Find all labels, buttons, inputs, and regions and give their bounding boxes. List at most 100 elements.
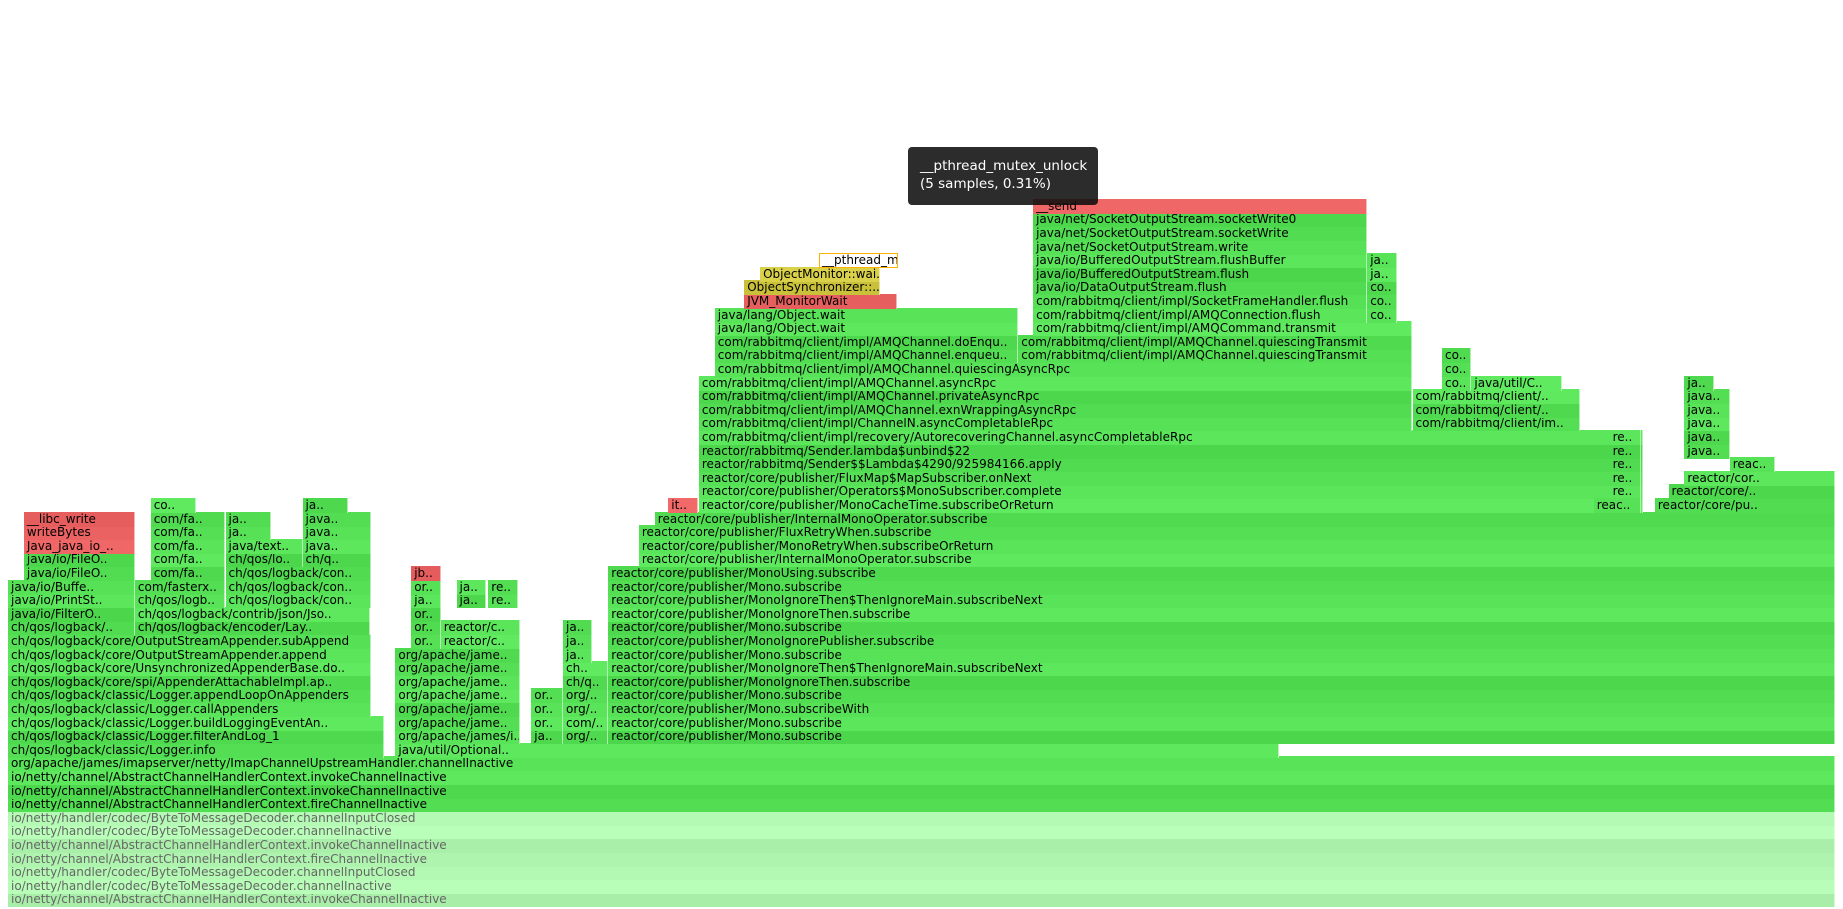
flame-frame[interactable]: java/util/Optional.. xyxy=(395,742,1279,758)
flame-frame[interactable]: java/text.. xyxy=(225,538,303,554)
flame-frame[interactable]: java.. xyxy=(302,538,371,554)
flame-frame[interactable]: java/lang/Object.wait xyxy=(714,307,1019,323)
flame-frame[interactable]: io/netty/channel/AbstractChannelHandlerC… xyxy=(8,783,1835,799)
flame-frame[interactable]: com/rabbitmq/client/impl/AMQChannel.enqu… xyxy=(714,348,1019,364)
flame-frame[interactable]: ch/qos/logback/core/spi/AppenderAttachab… xyxy=(8,674,371,690)
flame-frame[interactable]: ja.. xyxy=(302,498,348,513)
flame-frame[interactable]: java/io/DataOutputStream.flush xyxy=(1033,280,1368,296)
flame-frame[interactable]: jb.. xyxy=(411,566,441,581)
flame-frame[interactable]: io/netty/handler/codec/ByteToMessageDeco… xyxy=(8,878,1835,894)
flame-frame[interactable]: com/rabbitmq/client/.. xyxy=(1412,389,1581,405)
flame-frame[interactable]: ch/qos/logb.. xyxy=(134,593,226,609)
flame-frame[interactable]: java/io/Buffe.. xyxy=(8,579,135,595)
flame-frame[interactable]: com/rabbitmq/client/impl/AMQChannel.quie… xyxy=(1018,348,1413,364)
flame-frame[interactable]: co.. xyxy=(1367,294,1397,309)
flame-frame[interactable]: ja.. xyxy=(1684,375,1714,391)
flame-frame[interactable]: reactor/rabbitmq/Sender.lambda$unbind$22 xyxy=(698,443,1644,459)
flame-frame[interactable]: java/net/SocketOutputStream.write xyxy=(1033,239,1368,255)
flame-frame[interactable]: org/apache/jame.. xyxy=(395,715,520,731)
flame-frame[interactable]: ch/qos/logback/classic/Logger.filterAndL… xyxy=(8,729,384,745)
flame-frame[interactable]: reactor/core/publisher/InternalMonoOpera… xyxy=(654,511,1835,527)
flame-frame[interactable]: co.. xyxy=(1367,280,1397,296)
flame-frame[interactable]: reactor/core/publisher/FluxRetryWhen.sub… xyxy=(638,525,1835,541)
flame-frame[interactable]: ch/qos/logback/classic/Logger.callAppend… xyxy=(8,702,371,717)
flame-frame[interactable]: co.. xyxy=(150,498,196,513)
flame-frame[interactable]: reactor/core/publisher/Mono.subscribeWit… xyxy=(608,702,1835,717)
flame-frame[interactable]: ch/qos/logback/core/OutputStreamAppender… xyxy=(8,647,371,663)
flame-frame[interactable]: reactor/core/publisher/MonoIgnorePublish… xyxy=(608,634,1835,649)
flame-frame[interactable]: com/rabbitmq/client/impl/AMQChannel.exnW… xyxy=(698,402,1413,418)
flame-frame[interactable]: or.. xyxy=(531,688,563,704)
flame-frame[interactable]: java.. xyxy=(1684,443,1730,459)
flame-frame[interactable]: java.. xyxy=(1684,416,1730,432)
flame-frame[interactable]: reactor/core/pu.. xyxy=(1654,498,1835,513)
flame-frame[interactable]: java/net/SocketOutputStream.socketWrite xyxy=(1033,226,1368,241)
flame-frame[interactable]: or.. xyxy=(411,579,441,595)
flame-frame[interactable]: java/util/C.. xyxy=(1471,375,1562,391)
flame-frame[interactable]: reactor/core/publisher/Mono.subscribe xyxy=(608,688,1835,704)
flame-frame[interactable]: io/netty/channel/AbstractChannelHandlerC… xyxy=(8,838,1835,853)
flame-frame[interactable]: io/netty/channel/AbstractChannelHandlerC… xyxy=(8,851,1835,867)
flame-frame[interactable]: com/rabbitmq/client/impl/AMQChannel.quie… xyxy=(714,362,1413,377)
flame-frame[interactable]: java/io/FileO.. xyxy=(23,566,135,581)
flame-frame[interactable]: java.. xyxy=(1684,402,1730,418)
flame-frame[interactable]: or.. xyxy=(531,702,563,717)
flame-frame[interactable]: com/rabbitmq/client/impl/AMQChannel.priv… xyxy=(698,389,1413,405)
flame-frame[interactable]: ja.. xyxy=(563,634,593,649)
flame-frame[interactable]: ja.. xyxy=(225,525,271,541)
flame-frame[interactable]: ch/qos/logback/classic/Logger.info xyxy=(8,742,384,758)
flame-frame[interactable]: com/rabbitmq/client/.. xyxy=(1412,402,1581,418)
flame-frame[interactable]: reac.. xyxy=(1593,498,1642,513)
flame-frame[interactable]: or.. xyxy=(411,620,441,636)
flame-frame[interactable]: java/net/SocketOutputStream.socketWrite0 xyxy=(1033,212,1368,228)
flame-frame[interactable]: ja.. xyxy=(531,729,563,745)
flame-frame[interactable]: org/apache/jame.. xyxy=(395,688,520,704)
flame-frame[interactable]: ja.. xyxy=(225,511,271,527)
flame-frame[interactable]: com/rabbitmq/client/impl/AMQCommand.tran… xyxy=(1033,321,1413,337)
flame-frame[interactable]: ch/qos/logback/contrib/json/Jso.. xyxy=(134,606,371,622)
flame-frame[interactable]: com/.. xyxy=(563,715,609,731)
flame-frame[interactable]: com/fa.. xyxy=(150,525,226,541)
flame-frame[interactable]: org/.. xyxy=(563,729,609,745)
flame-frame[interactable]: io/netty/handler/codec/ByteToMessageDeco… xyxy=(8,865,1835,881)
flame-frame[interactable]: reactor/core/publisher/Mono.subscribe xyxy=(608,715,1835,731)
flame-frame[interactable]: ja.. xyxy=(456,579,486,595)
flame-frame[interactable]: java/io/BufferedOutputStream.flush xyxy=(1033,266,1368,282)
flame-frame[interactable]: ch/q.. xyxy=(563,674,609,690)
flame-frame[interactable]: co.. xyxy=(1442,348,1472,364)
flame-frame[interactable]: com/fa.. xyxy=(150,511,226,527)
flame-frame[interactable]: ch/qos/logback/classic/Logger.appendLoop… xyxy=(8,688,371,704)
flame-frame[interactable]: java.. xyxy=(302,525,371,541)
flame-frame[interactable]: com/fasterx.. xyxy=(134,579,226,595)
flame-frame[interactable]: reactor/core/publisher/MonoIgnoreThen$Th… xyxy=(608,593,1835,609)
flame-frame[interactable]: com/rabbitmq/client/impl/ChannelN.asyncC… xyxy=(698,416,1413,432)
flame-frame[interactable]: com/fa.. xyxy=(150,552,226,568)
flame-frame[interactable]: re.. xyxy=(488,593,518,609)
flame-frame[interactable]: com/rabbitmq/client/impl/SocketFrameHand… xyxy=(1033,294,1368,309)
flame-frame[interactable]: reactor/cor.. xyxy=(1684,470,1835,486)
flame-frame[interactable]: reactor/core/publisher/InternalMonoOpera… xyxy=(638,552,1835,568)
flame-frame[interactable]: reactor/core/publisher/FluxMap$MapSubscr… xyxy=(698,470,1644,486)
flame-frame[interactable]: ch/qos/logback/con.. xyxy=(225,579,371,595)
flame-frame[interactable]: ja.. xyxy=(1367,253,1397,269)
flame-frame[interactable]: reactor/core/publisher/MonoIgnoreThen.su… xyxy=(608,674,1835,690)
flame-frame[interactable]: ch/qos/logback/classic/Logger.buildLoggi… xyxy=(8,715,384,731)
flame-frame[interactable]: org/.. xyxy=(563,688,609,704)
flame-frame[interactable]: java/io/BufferedOutputStream.flushBuffer xyxy=(1033,253,1368,269)
flame-frame[interactable]: ch/qos/lo.. xyxy=(225,552,303,568)
flame-frame[interactable]: ch/qos/logback/core/OutputStreamAppender… xyxy=(8,634,371,649)
flame-frame[interactable]: or.. xyxy=(531,715,563,731)
flame-frame[interactable]: reactor/c.. xyxy=(440,620,520,636)
flame-frame[interactable]: reactor/core/publisher/Mono.subscribe xyxy=(608,647,1835,663)
flame-frame[interactable]: re.. xyxy=(1609,484,1642,500)
flame-frame[interactable]: com/rabbitmq/client/impl/recovery/Autore… xyxy=(698,430,1644,445)
flame-frame[interactable]: reactor/core/.. xyxy=(1668,484,1835,500)
flame-frame[interactable]: re.. xyxy=(1609,457,1642,473)
flame-frame[interactable]: io/netty/channel/AbstractChannelHandlerC… xyxy=(8,892,1835,908)
flame-frame[interactable]: java/io/FilterO.. xyxy=(8,606,135,622)
flame-frame[interactable]: org/.. xyxy=(563,702,609,717)
flame-frame[interactable]: ja.. xyxy=(456,593,486,609)
flame-frame[interactable]: __pthread_m xyxy=(819,253,899,269)
flame-frame[interactable]: or.. xyxy=(411,634,441,649)
flame-frame[interactable]: org/apache/jame.. xyxy=(395,702,520,717)
